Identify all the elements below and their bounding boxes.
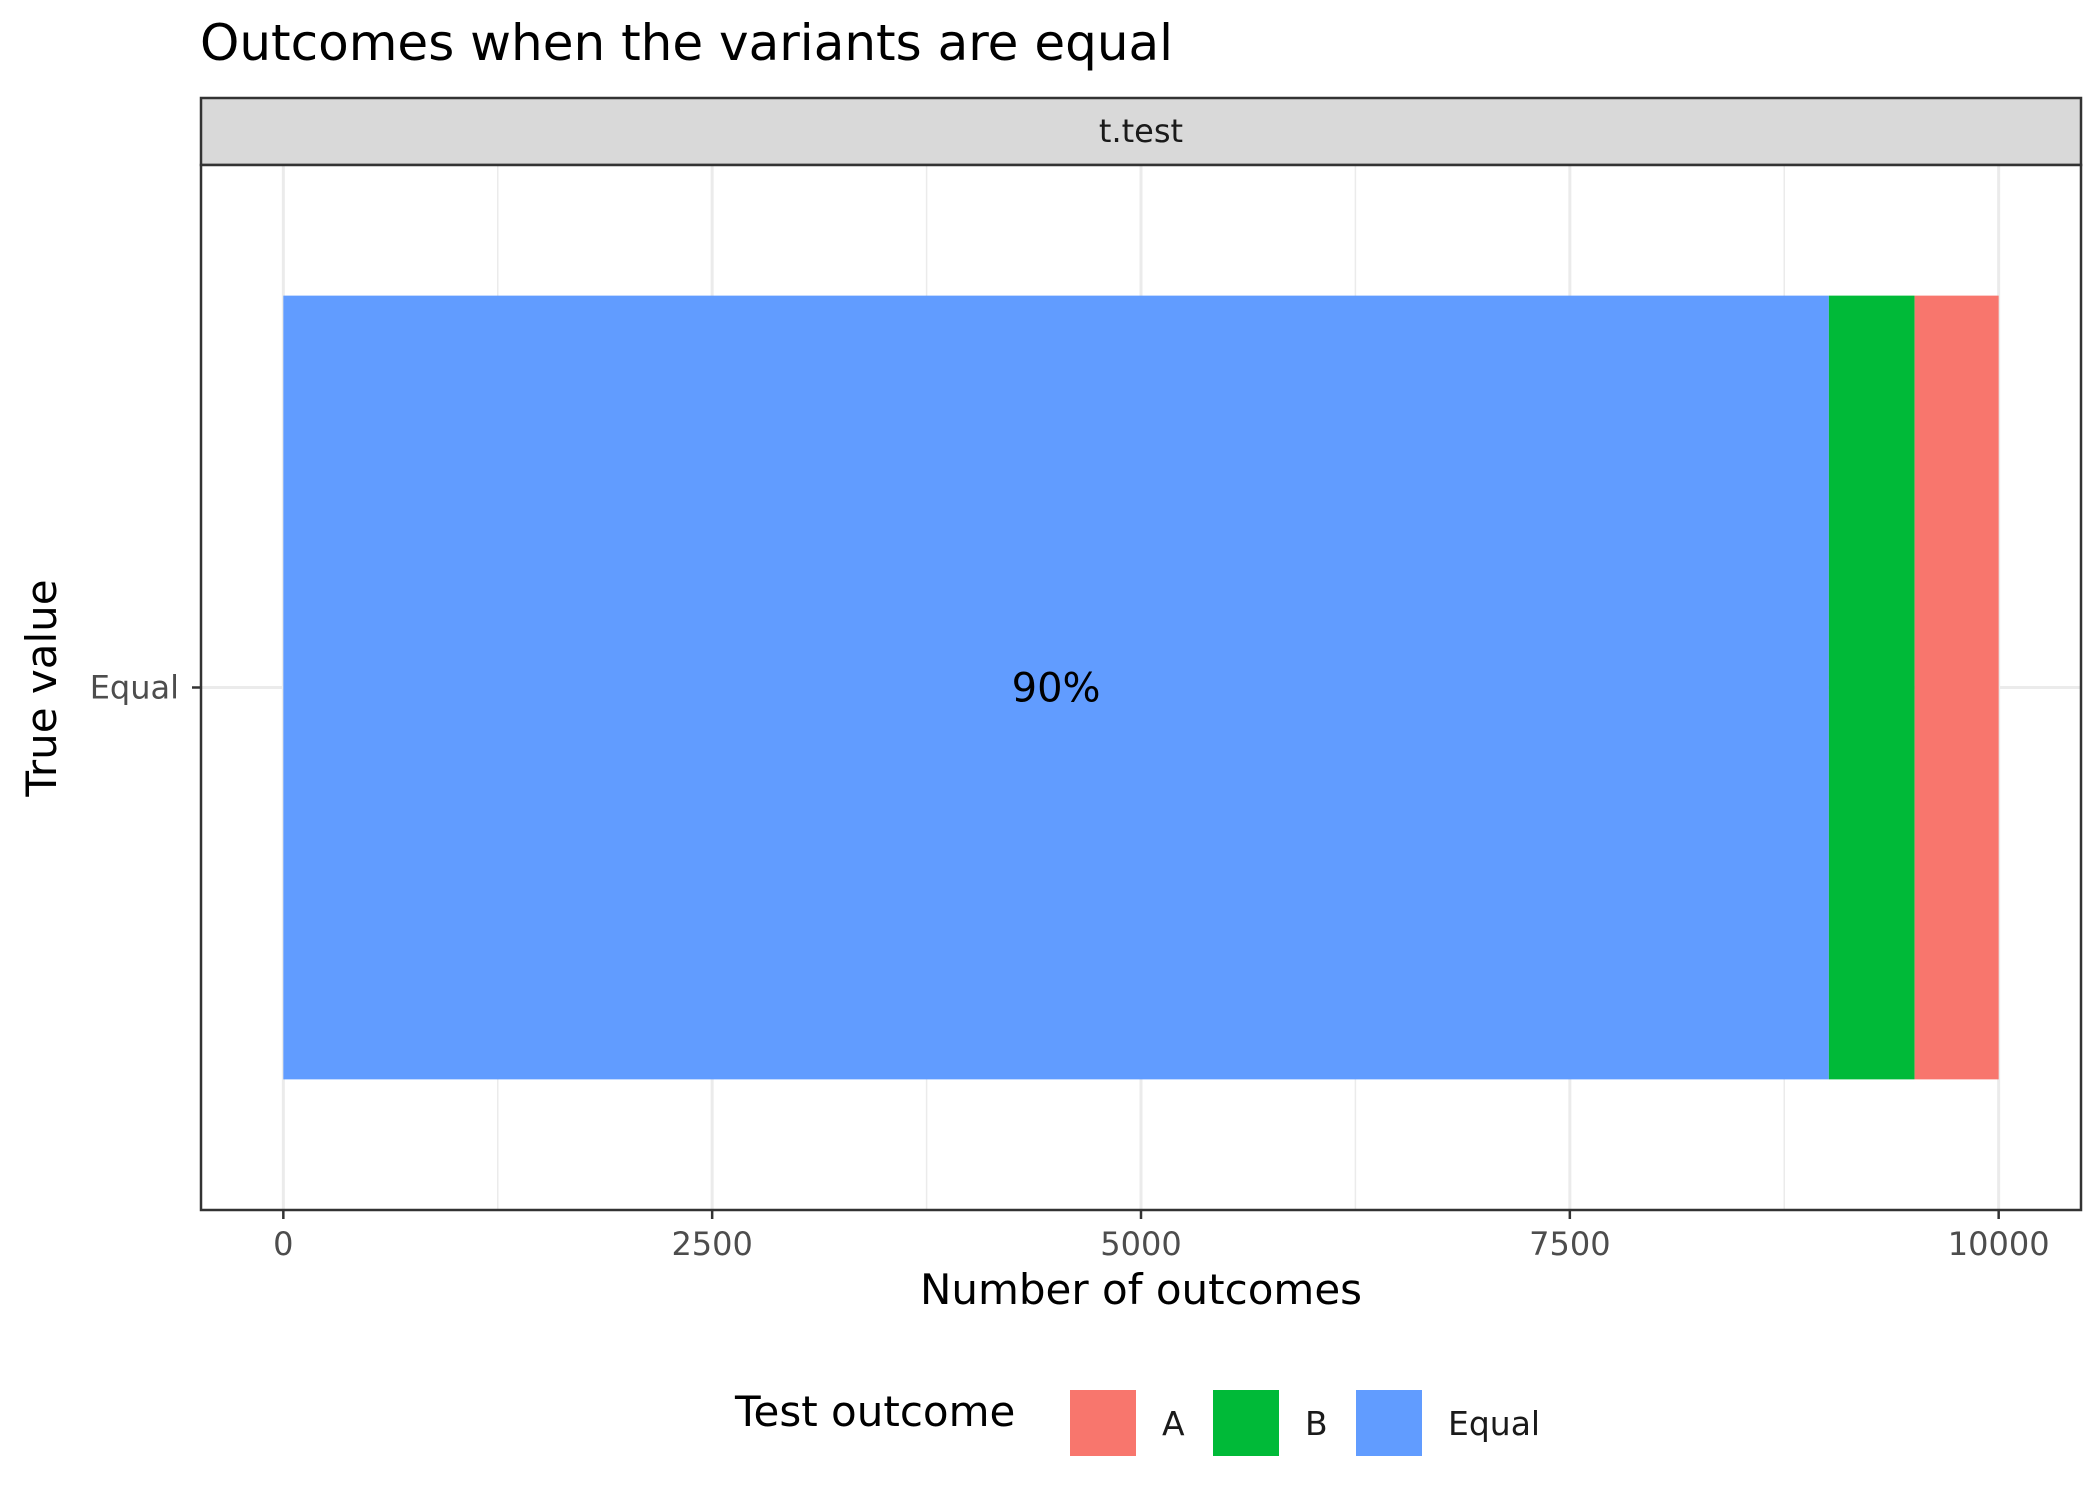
facet-strip [199, 96, 2083, 167]
facet-label: t.test [1099, 112, 1183, 150]
legend: Test outcome A B Equal [734, 1387, 1540, 1456]
chart-title: Outcomes when the variants are equal [200, 14, 1173, 72]
x-tick-label: 10000 [1948, 1225, 2050, 1263]
bar-label-equal: 90% [1012, 666, 1101, 712]
bar-b-equal [1828, 295, 1915, 1080]
bar-a-equal [1914, 295, 1999, 1080]
x-axis: 0 2500 5000 7500 10000 [273, 1210, 2050, 1263]
legend-key-b [1213, 1390, 1279, 1456]
x-tick-label: 0 [273, 1225, 293, 1263]
bar-labels: 90% [1012, 666, 1101, 712]
x-tick-label: 2500 [671, 1225, 752, 1263]
y-axis: Equal [90, 669, 201, 707]
legend-label-a: A [1162, 1404, 1185, 1443]
bar-equal-equal [283, 295, 1829, 1080]
legend-key-a [1070, 1390, 1136, 1456]
legend-label-equal: Equal [1448, 1404, 1540, 1443]
y-axis-title: True value [17, 579, 66, 797]
x-tick-label: 5000 [1100, 1225, 1181, 1263]
legend-key-equal [1356, 1390, 1422, 1456]
x-axis-title: Number of outcomes [920, 1265, 1362, 1314]
legend-title: Test outcome [734, 1387, 1015, 1436]
legend-label-b: B [1305, 1404, 1328, 1443]
y-tick-label: Equal [90, 669, 179, 707]
x-tick-label: 7500 [1529, 1225, 1610, 1263]
bars [283, 295, 1999, 1080]
